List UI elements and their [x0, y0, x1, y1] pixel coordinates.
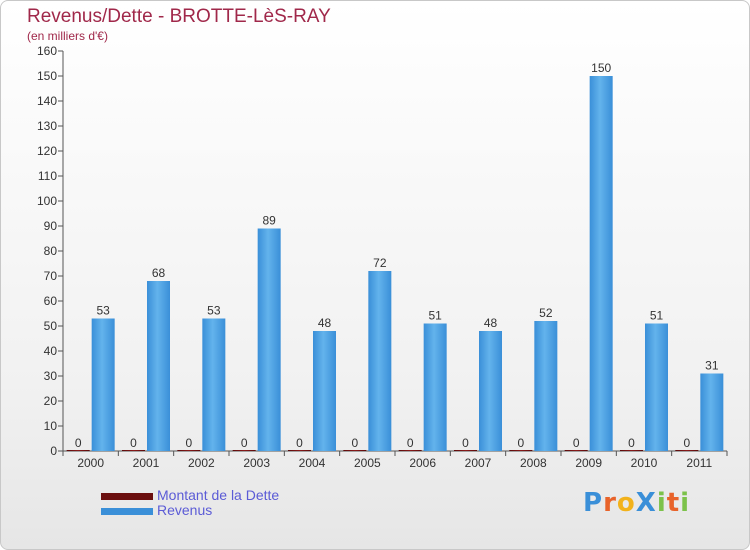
bar-dette — [564, 450, 588, 451]
data-label-revenus: 53 — [96, 304, 110, 318]
brand-letter: X — [635, 488, 657, 518]
y-tick-label: 0 — [50, 444, 57, 458]
y-tick-label: 100 — [37, 194, 57, 208]
data-label-revenus: 52 — [539, 306, 553, 320]
bar-revenus — [313, 331, 336, 451]
bar-revenus — [423, 323, 447, 451]
data-label-revenus: 89 — [262, 214, 276, 228]
bar-dette — [509, 450, 533, 451]
x-tick-label: 2001 — [133, 456, 160, 470]
data-label-dette: 0 — [241, 436, 248, 450]
data-label-dette: 0 — [75, 436, 82, 450]
x-tick-label: 2000 — [77, 456, 104, 470]
bar-revenus — [257, 228, 281, 451]
data-label-revenus: 51 — [428, 309, 442, 323]
bar-dette — [454, 450, 477, 451]
data-label-revenus: 51 — [650, 309, 664, 323]
data-label-dette: 0 — [130, 436, 137, 450]
data-label-revenus: 72 — [373, 256, 387, 270]
data-label-dette: 0 — [407, 436, 414, 450]
y-tick-label: 50 — [44, 319, 58, 333]
bar-revenus — [534, 321, 558, 451]
y-tick-label: 160 — [37, 44, 57, 58]
legend-swatch-revenus — [101, 508, 153, 515]
y-tick-label: 40 — [44, 344, 58, 358]
bar-revenus — [147, 281, 170, 451]
data-label-revenus: 68 — [152, 266, 166, 280]
brand-letter: r — [603, 488, 617, 518]
data-label-revenus: 31 — [705, 359, 719, 373]
brand-letter: P — [583, 488, 604, 518]
bar-dette — [343, 450, 367, 451]
x-tick-label: 2006 — [409, 456, 436, 470]
x-tick-label: 2002 — [188, 456, 215, 470]
bar-revenus — [202, 318, 226, 451]
data-label-dette: 0 — [351, 436, 358, 450]
bar-revenus — [479, 331, 502, 451]
y-tick-label: 140 — [37, 94, 57, 108]
bar-dette — [675, 450, 699, 451]
chart-subtitle: (en milliers d'€) — [27, 29, 108, 43]
y-tick-label: 110 — [38, 169, 57, 183]
bar-dette — [66, 450, 90, 451]
data-label-dette: 0 — [517, 436, 524, 450]
x-tick-label: 2004 — [299, 456, 326, 470]
y-tick-label: 70 — [44, 269, 58, 283]
bar-revenus — [645, 323, 668, 451]
data-label-dette: 0 — [462, 436, 469, 450]
bar-dette — [398, 450, 422, 451]
data-label-dette: 0 — [185, 436, 192, 450]
data-label-revenus: 48 — [318, 316, 332, 330]
x-tick-label: 2009 — [575, 456, 602, 470]
bar-revenus — [589, 76, 613, 451]
x-tick-label: 2008 — [520, 456, 547, 470]
x-tick-label: 2005 — [354, 456, 381, 470]
y-tick-label: 80 — [44, 244, 58, 258]
y-tick-label: 30 — [44, 369, 58, 383]
y-tick-label: 20 — [44, 394, 58, 408]
brand-letter: i — [680, 488, 691, 518]
bar-revenus — [368, 271, 392, 451]
brand-letter: t — [666, 488, 681, 518]
x-tick-label: 2007 — [465, 456, 492, 470]
chart-title: Revenus/Dette - BROTTE-LèS-RAY — [27, 6, 331, 27]
bar-revenus — [91, 318, 115, 451]
data-label-revenus: 53 — [207, 304, 221, 318]
bar-dette — [177, 450, 201, 451]
brand-letter: i — [656, 488, 667, 518]
y-tick-label: 150 — [37, 69, 57, 83]
bar-dette — [288, 450, 311, 451]
bar-dette — [232, 450, 256, 451]
bar-dette — [620, 450, 643, 451]
y-tick-label: 120 — [37, 144, 57, 158]
x-tick-label: 2010 — [631, 456, 658, 470]
y-tick-label: 130 — [37, 119, 57, 133]
brand-letter: o — [616, 488, 636, 518]
y-tick-label: 60 — [44, 294, 58, 308]
legend-label-dette: Montant de la Dette — [157, 487, 280, 503]
proxiti-logo: ProXiti — [583, 488, 690, 518]
data-label-dette: 0 — [683, 436, 690, 450]
data-label-revenus: 48 — [484, 316, 498, 330]
legend-swatch-dette — [101, 493, 153, 500]
x-tick-label: 2003 — [243, 456, 270, 470]
bar-dette — [122, 450, 145, 451]
legend-label-revenus: Revenus — [157, 502, 213, 518]
data-label-revenus: 150 — [591, 61, 611, 75]
data-label-dette: 0 — [628, 436, 635, 450]
y-tick-label: 10 — [44, 419, 58, 433]
x-tick-label: 2011 — [686, 456, 712, 470]
data-label-dette: 0 — [573, 436, 580, 450]
data-label-dette: 0 — [296, 436, 303, 450]
bar-revenus — [700, 373, 724, 451]
y-tick-label: 90 — [44, 219, 58, 233]
